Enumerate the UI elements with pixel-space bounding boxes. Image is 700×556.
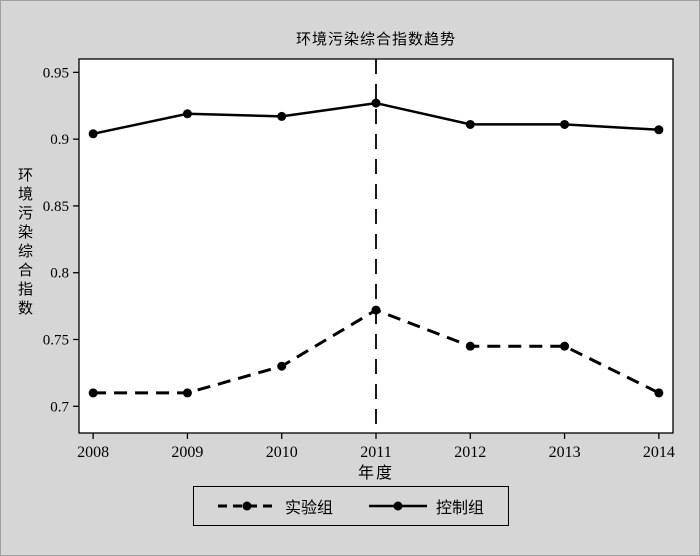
data-point-marker	[654, 125, 664, 135]
data-point-marker	[465, 341, 475, 351]
x-tick-label: 2011	[360, 444, 391, 461]
dashed-line-sample-icon	[217, 501, 276, 511]
data-point-marker	[88, 129, 98, 139]
y-tick-label: 0.75	[43, 333, 69, 349]
y-tick-label: 0.7	[50, 399, 69, 415]
data-point-marker	[371, 305, 381, 315]
x-tick-label: 2010	[266, 444, 298, 461]
legend: 实验组 控制组	[192, 486, 510, 526]
y-tick-label: 0.9	[50, 132, 69, 148]
data-point-marker	[182, 388, 192, 398]
data-point-marker	[465, 119, 475, 129]
x-tick-label: 2008	[77, 444, 109, 461]
data-point-marker	[277, 361, 287, 371]
x-tick-label: 2014	[643, 444, 675, 461]
x-tick-label: 2012	[454, 444, 486, 461]
x-tick-label: 2013	[549, 444, 581, 461]
x-tick-label: 2009	[171, 444, 203, 461]
y-tick-label: 0.95	[43, 65, 69, 81]
chart-title: 环境污染综合指数趋势	[295, 32, 456, 48]
y-tick-label: 0.8	[50, 266, 69, 282]
data-point-marker	[560, 341, 570, 351]
data-point-marker	[560, 119, 570, 129]
legend-item-experimental: 实验组	[217, 494, 333, 518]
legend-label-control: 控制组	[436, 500, 485, 517]
solid-line-sample-icon	[369, 501, 427, 511]
data-point-marker	[182, 109, 192, 119]
legend-label-experimental: 实验组	[284, 500, 333, 517]
data-point-marker	[88, 388, 98, 398]
legend-item-control: 控制组	[369, 494, 484, 518]
data-point-marker	[277, 111, 287, 121]
x-axis-title: 年度	[357, 465, 394, 482]
data-point-marker	[654, 388, 664, 398]
y-axis-title: 环境污染综合指数	[16, 167, 32, 319]
data-point-marker	[371, 98, 381, 108]
y-tick-label: 0.85	[43, 199, 69, 215]
